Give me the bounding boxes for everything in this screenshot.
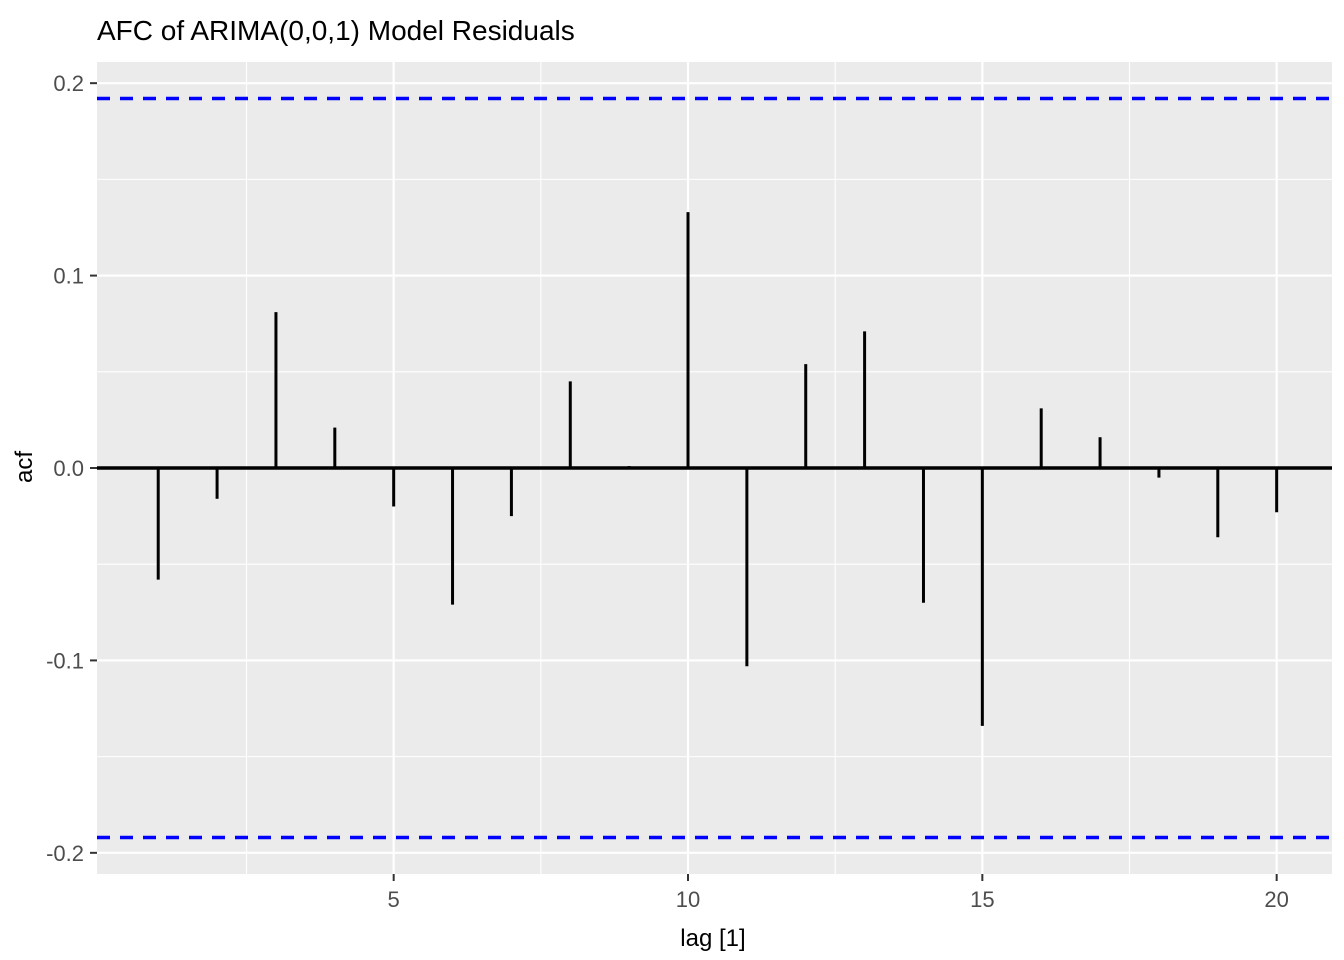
y-axis-label: acf <box>11 451 38 483</box>
y-tick-label: -0.1 <box>46 648 84 673</box>
y-tick-label: 0.0 <box>53 456 84 481</box>
y-tick-label: 0.1 <box>53 264 84 289</box>
y-tick-label: 0.2 <box>53 71 84 96</box>
x-axis-label: lag [1] <box>680 925 745 952</box>
acf-stems <box>97 212 1332 726</box>
x-tick-label: 10 <box>676 887 700 912</box>
y-tick-label: -0.2 <box>46 841 84 866</box>
axes: 0.2 0.1 0.0 -0.1 -0.2 5 10 15 20 <box>46 71 1289 912</box>
x-tick-label: 15 <box>970 887 994 912</box>
x-tick-label: 5 <box>388 887 400 912</box>
x-tick-label: 20 <box>1264 887 1288 912</box>
plot-title: AFC of ARIMA(0,0,1) Model Residuals <box>97 15 575 46</box>
